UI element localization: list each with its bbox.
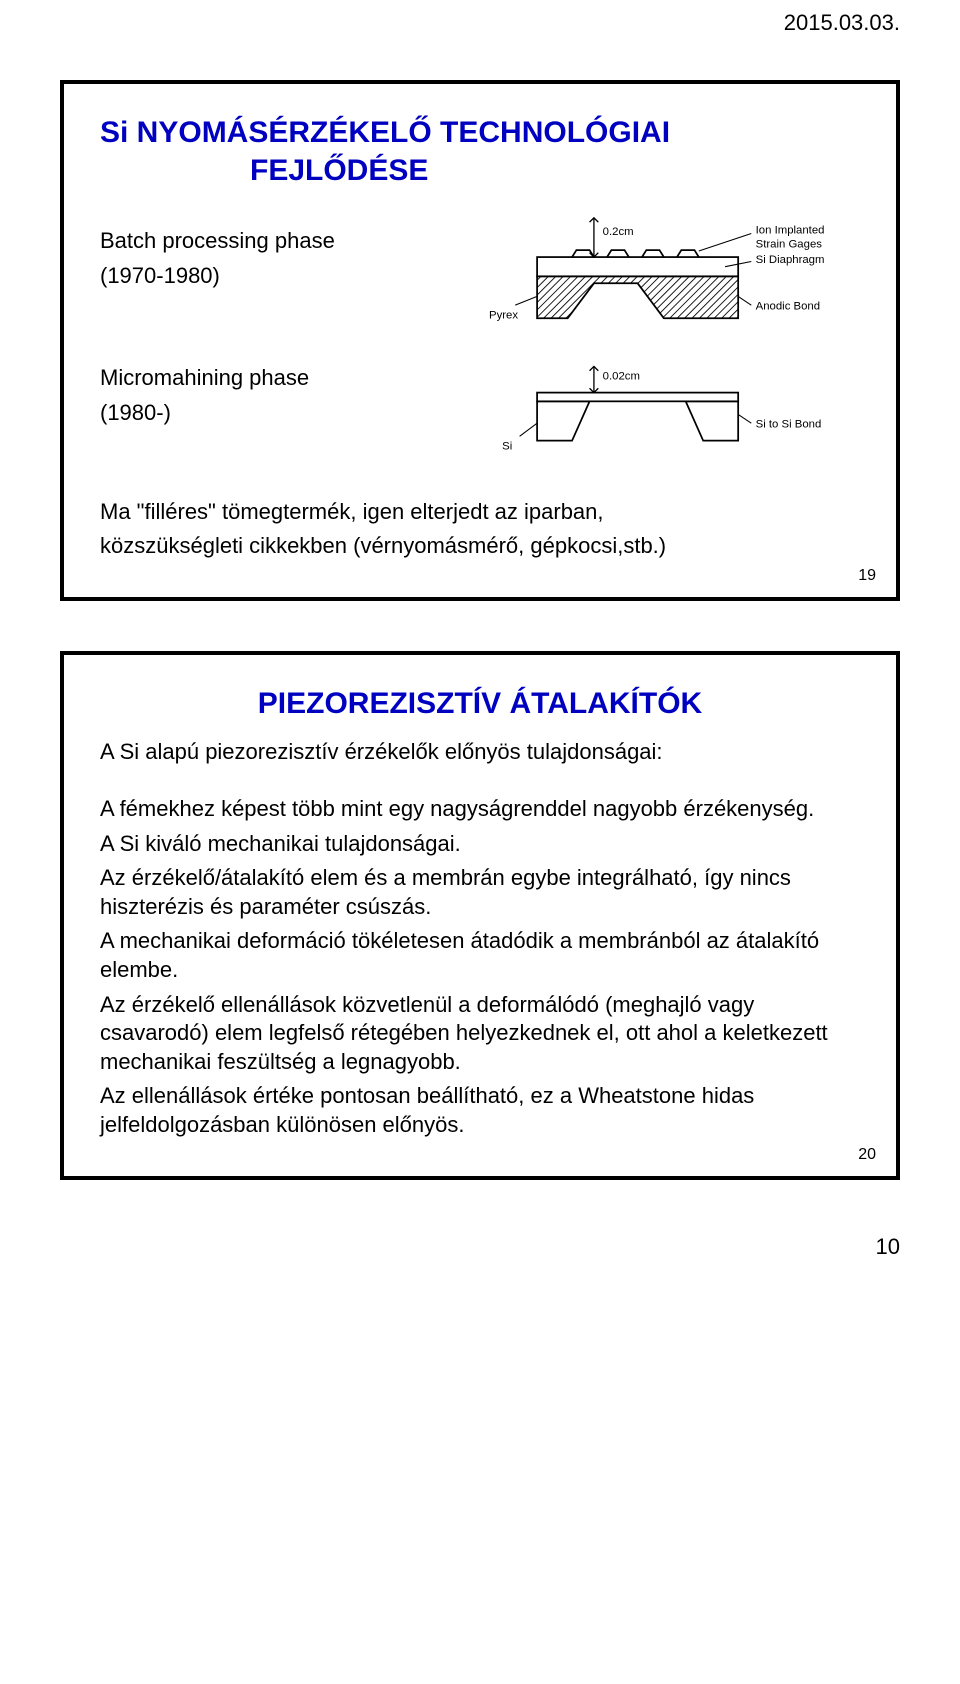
slide1-number: 19 xyxy=(858,567,876,585)
dim-top-label: 0.2cm xyxy=(602,226,633,238)
slide2-p4: A mechanikai deformáció tökéletesen átad… xyxy=(100,927,860,984)
header-date: 2015.03.03. xyxy=(784,10,900,36)
slide1-layout: Batch processing phase (1970-1980) Micro… xyxy=(100,205,860,476)
diagram-top-svg: 0.2cm Ion Implanted xyxy=(489,209,856,349)
dim-bottom-label: 0.02cm xyxy=(602,370,639,382)
phase1-years: (1970-1980) xyxy=(100,262,465,291)
label-si-diaphragm: Si Diaphragm xyxy=(755,254,824,266)
slide2-number: 20 xyxy=(858,1146,876,1164)
page: 2015.03.03. Si NYOMÁSÉRZÉKELŐ TECHNOLÓGI… xyxy=(0,0,960,1270)
phase1-label: Batch processing phase xyxy=(100,227,465,256)
label-pyrex: Pyrex xyxy=(489,309,518,321)
slide1-title: Si NYOMÁSÉRZÉKELŐ TECHNOLÓGIAI FEJLŐDÉSE xyxy=(100,114,860,189)
phase2-years: (1980-) xyxy=(100,399,465,428)
slide2-p1: A fémekhez képest több mint egy nagyságr… xyxy=(100,795,860,824)
diagram-top: 0.2cm Ion Implanted xyxy=(485,205,860,358)
diagram-bottom-svg: 0.02cm Si to Si Bond Si xyxy=(489,362,856,467)
slide2-intro: A Si alapú piezorezisztív érzékelők előn… xyxy=(100,738,860,767)
slide2-title: PIEZOREZISZTÍV ÁTALAKÍTÓK xyxy=(100,685,860,723)
slide2-p6: Az ellenállások értéke pontosan beállíth… xyxy=(100,1082,860,1139)
slide1-footer2: közszükségleti cikkekben (vérnyomásmérő,… xyxy=(100,532,860,561)
footer-page-number: 10 xyxy=(876,1234,900,1260)
slide2-body: A Si alapú piezorezisztív érzékelők előn… xyxy=(100,738,860,1139)
slide2-p5: Az érzékelő ellenállások közvetlenül a d… xyxy=(100,991,860,1077)
slide1-left-col: Batch processing phase (1970-1980) Micro… xyxy=(100,205,465,476)
slide1-footer1: Ma "filléres" tömegtermék, igen elterjed… xyxy=(100,498,860,527)
slide1-title-line1: Si NYOMÁSÉRZÉKELŐ TECHNOLÓGIAI xyxy=(100,116,670,149)
diagram-bottom: 0.02cm Si to Si Bond Si xyxy=(485,358,860,476)
slide-1: Si NYOMÁSÉRZÉKELŐ TECHNOLÓGIAI FEJLŐDÉSE… xyxy=(60,80,900,601)
slide1-title-line2: FEJLŐDÉSE xyxy=(100,154,428,187)
phase2-label: Micromahining phase xyxy=(100,364,465,393)
slide-2: PIEZOREZISZTÍV ÁTALAKÍTÓK A Si alapú pie… xyxy=(60,651,900,1180)
label-si-bond: Si to Si Bond xyxy=(755,418,821,430)
label-ion-implanted: Ion Implanted xyxy=(755,224,824,236)
label-anodic-bond: Anodic Bond xyxy=(755,301,819,313)
slide2-p3: Az érzékelő/átalakító elem és a membrán … xyxy=(100,864,860,921)
slide1-footer-text: Ma "filléres" tömegtermék, igen elterjed… xyxy=(100,498,860,561)
slide1-right-col: 0.2cm Ion Implanted xyxy=(485,205,860,476)
label-si: Si xyxy=(502,440,512,452)
label-strain-gages: Strain Gages xyxy=(755,238,822,250)
slide2-p2: A Si kiváló mechanikai tulajdonságai. xyxy=(100,830,860,859)
